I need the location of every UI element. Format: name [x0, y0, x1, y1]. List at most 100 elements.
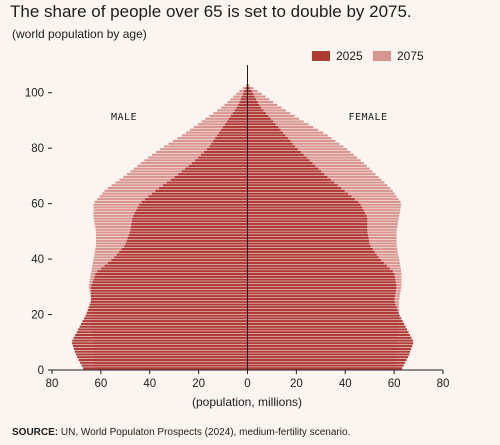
- bar-2075-male-age-92: [213, 112, 248, 115]
- bar-2075-male-age-88: [197, 123, 248, 126]
- bar-2075-male-age-96: [227, 101, 248, 104]
- bar-2025-female-age-86: [247, 128, 281, 131]
- bar-2025-male-age-79: [206, 148, 248, 151]
- bar-2075-male-age-81: [168, 142, 248, 145]
- bars-2025: [72, 84, 414, 370]
- bar-2025-female-age-7: [247, 347, 412, 350]
- bar-2075-female-age-101: [247, 87, 254, 90]
- bar-2025-female-age-18: [247, 317, 402, 320]
- bar-2025-male-age-98: [242, 95, 248, 98]
- bar-2025-male-age-39: [111, 259, 248, 262]
- bar-2025-female-age-9: [247, 342, 414, 345]
- bar-2025-female-age-25: [247, 297, 395, 301]
- bar-2025-female-age-30: [247, 284, 397, 287]
- legend-swatch-2025: [312, 51, 330, 61]
- bar-2025-female-age-3: [247, 358, 407, 362]
- bar-2025-female-age-36: [247, 267, 390, 270]
- bar-2025-male-age-71: [181, 170, 248, 173]
- bar-2025-female-age-67: [247, 181, 335, 184]
- bar-2025-female-age-80: [247, 145, 296, 148]
- bar-2025-female-age-12: [247, 333, 411, 337]
- bar-2025-female-age-69: [247, 175, 328, 179]
- bar-2025-male-age-83: [215, 137, 248, 140]
- bar-2025-female-age-100: [247, 89, 252, 93]
- bar-2025-female-age-29: [247, 286, 397, 289]
- bar-2025-female-age-62: [247, 195, 352, 198]
- bar-2025-female-age-88: [247, 123, 276, 126]
- bar-2075-female-age-93: [247, 109, 286, 112]
- bar-2025-male-age-58: [137, 206, 248, 209]
- bar-2025-male-age-101: [245, 87, 248, 90]
- bar-2025-female-age-99: [247, 92, 254, 95]
- bar-2025-female-age-59: [247, 203, 361, 206]
- bar-2025-male-age-73: [188, 164, 248, 167]
- bar-2025-female-age-4: [247, 356, 409, 359]
- y-tick-label: 80: [31, 143, 44, 155]
- bar-2025-male-age-60: [141, 200, 248, 204]
- bar-2025-male-age-38: [107, 261, 248, 265]
- bar-2025-male-age-40: [114, 256, 248, 259]
- bar-2075-female-age-96: [247, 101, 274, 104]
- bar-2025-male-age-62: [148, 195, 248, 198]
- bar-2025-male-age-88: [225, 123, 248, 126]
- bar-2075-male-age-86: [189, 128, 248, 131]
- bar-2025-male-age-61: [145, 198, 248, 201]
- x-tick-label: 60: [94, 378, 107, 390]
- bar-2025-female-age-66: [247, 184, 338, 187]
- x-tick-label: 40: [339, 378, 352, 390]
- bar-2025-male-age-29: [91, 286, 248, 289]
- bar-2025-female-age-65: [247, 187, 342, 190]
- bar-2025-male-age-82: [213, 139, 248, 143]
- x-tick-label: 0: [244, 378, 250, 390]
- bar-2025-female-age-11: [247, 336, 412, 339]
- bar-2025-male-age-57: [136, 209, 248, 212]
- bar-2025-female-age-40: [247, 256, 379, 259]
- bar-2025-female-age-74: [247, 162, 313, 165]
- bar-2025-male-age-43: [121, 248, 248, 251]
- bar-2025-female-age-72: [247, 167, 319, 170]
- bar-2025-female-age-83: [247, 137, 288, 140]
- bar-2025-male-age-99: [243, 92, 248, 95]
- bar-2075-male-age-76: [148, 156, 248, 159]
- bar-2075-female-age-84: [247, 134, 328, 137]
- bar-2025-female-age-24: [247, 300, 395, 303]
- bar-2025-male-age-52: [131, 223, 248, 226]
- bar-2025-male-age-78: [204, 150, 248, 154]
- bar-2025-male-age-47: [127, 236, 248, 240]
- bar-2075-female-age-97: [247, 98, 270, 101]
- bar-2025-female-age-49: [247, 231, 368, 234]
- bar-2025-male-age-48: [128, 234, 248, 237]
- bar-2025-male-age-89: [226, 120, 248, 123]
- bar-2025-male-age-75: [195, 159, 248, 162]
- bar-2025-male-age-30: [91, 284, 248, 287]
- bar-2025-male-age-72: [185, 167, 248, 170]
- bar-2025-male-age-90: [228, 117, 248, 120]
- bar-2025-female-age-77: [247, 153, 304, 156]
- bar-2075-female-age-88: [247, 123, 309, 126]
- bar-2025-female-age-28: [247, 289, 396, 292]
- bar-2025-male-age-68: [170, 178, 248, 181]
- bar-2075-female-age-82: [247, 139, 336, 143]
- bar-2025-male-age-70: [178, 173, 248, 176]
- bar-2025-female-age-82: [247, 139, 291, 143]
- bar-2025-female-age-76: [247, 156, 307, 159]
- bar-2025-female-age-8: [247, 345, 413, 348]
- bar-2025-female-age-55: [247, 214, 367, 217]
- x-tick-label: 40: [143, 378, 156, 390]
- bar-2025-male-age-93: [234, 109, 248, 112]
- bar-2075-female-age-87: [247, 126, 314, 129]
- bar-2025-female-age-39: [247, 259, 381, 262]
- bar-2075-male-age-84: [181, 134, 248, 137]
- bar-2025-female-age-42: [247, 250, 375, 253]
- bar-2025-male-age-81: [211, 142, 248, 145]
- chart-title: The share of people over 65 is set to do…: [10, 2, 412, 21]
- bar-2075-female-age-81: [247, 142, 340, 145]
- bar-2075-male-age-91: [209, 114, 248, 118]
- source-note: SOURCE: UN, World Populaton Prospects (2…: [12, 427, 350, 438]
- bar-2025-male-age-9: [72, 342, 248, 345]
- bar-2025-male-age-97: [240, 98, 248, 101]
- y-tick-label: 40: [31, 254, 44, 266]
- bar-2025-male-age-95: [238, 103, 248, 106]
- bar-2025-female-age-85: [247, 131, 283, 134]
- bar-2025-female-age-91: [247, 114, 269, 118]
